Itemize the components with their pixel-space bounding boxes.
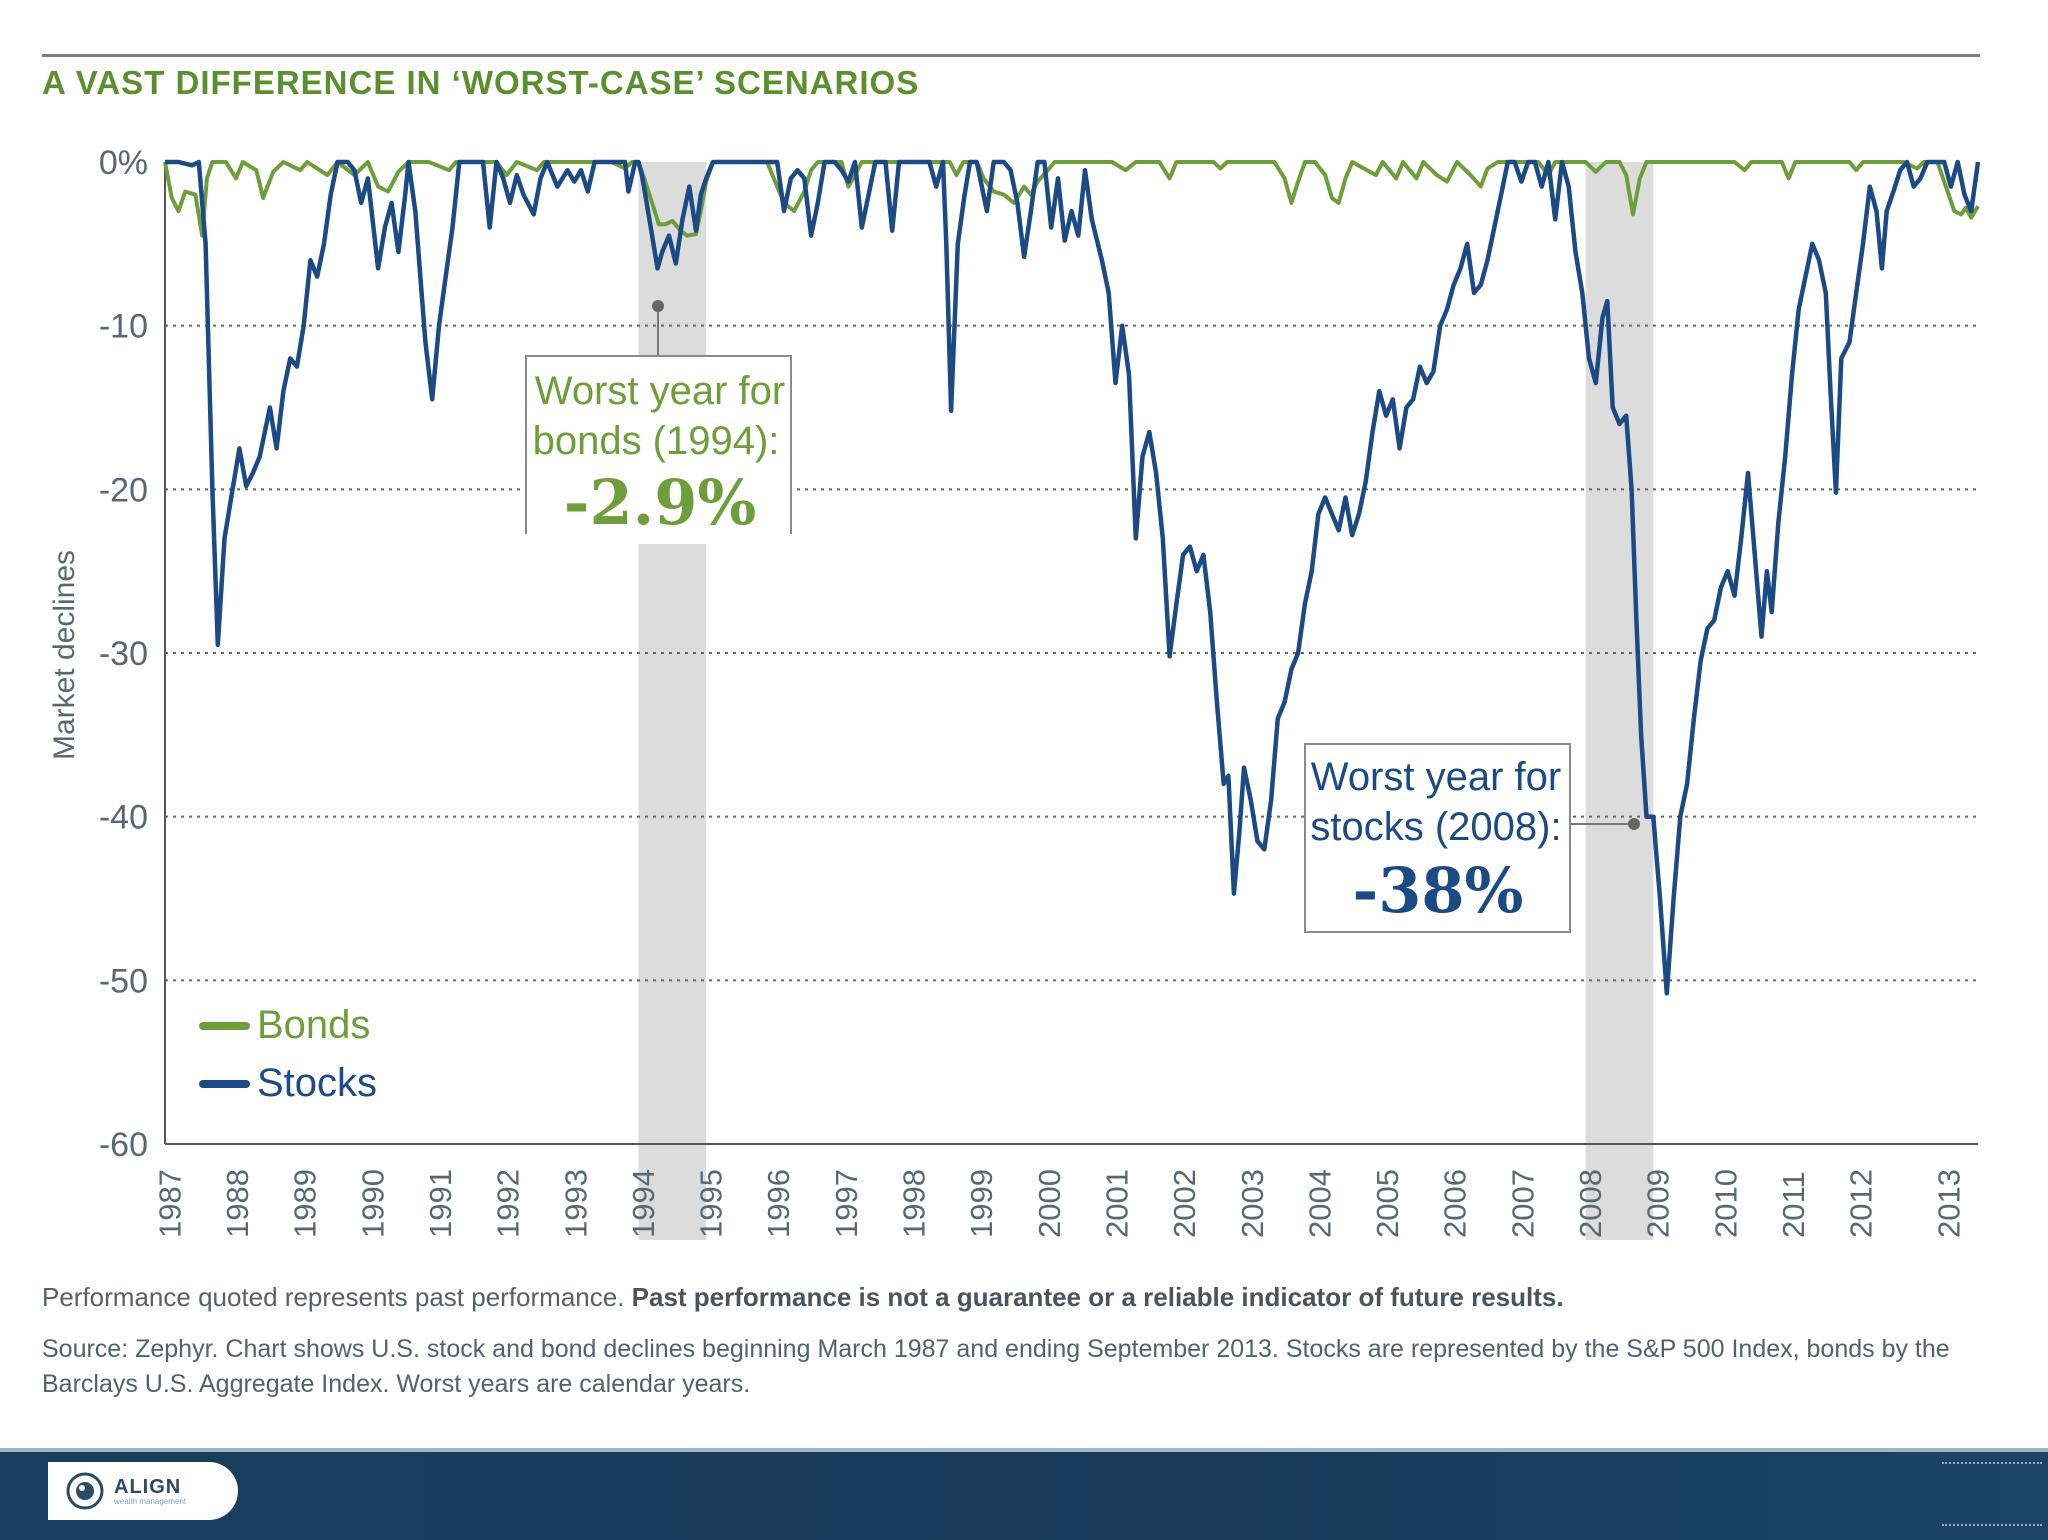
- x-tick-label: 1990: [355, 1169, 390, 1238]
- x-tick-label: 2000: [1032, 1169, 1067, 1238]
- x-tick-label: 2003: [1235, 1169, 1270, 1238]
- x-tick-label: 1991: [423, 1169, 458, 1238]
- annotation-stocks-2008: Worst year for stocks (2008): -38%: [1304, 743, 1640, 933]
- y-tick-label: -60: [99, 1126, 148, 1164]
- x-tick-label: 2006: [1438, 1169, 1473, 1238]
- annotation-bonds-box-mask: [520, 534, 797, 544]
- x-tick-label: 2007: [1505, 1169, 1540, 1238]
- annotation-stocks-dot: [1628, 818, 1640, 830]
- top-rule: [42, 54, 1980, 57]
- annotation-bonds-box: [525, 355, 792, 537]
- x-tick-label: 2011: [1776, 1171, 1811, 1238]
- annotation-bonds-dot: [652, 300, 664, 312]
- legend: Bonds Stocks: [199, 1003, 377, 1105]
- x-tick-label: 1987: [152, 1169, 187, 1238]
- logo-subtext: wealth management: [114, 1496, 187, 1506]
- footer-dots-decoration: [1942, 1462, 2042, 1526]
- x-tick-label: 2008: [1573, 1169, 1608, 1238]
- x-tick-label: 2002: [1167, 1169, 1202, 1238]
- performance-disclaimer-bold: Past performance is not a guarantee or a…: [631, 1282, 1564, 1312]
- x-tick-label: 2010: [1708, 1169, 1743, 1238]
- annotation-bonds-line2: bonds (1994):: [533, 419, 780, 463]
- x-axis-ticks: 1987 1988 1989 1990 1991 1992 1993 1994 1995 1996…: [152, 1169, 1966, 1238]
- annotation-bonds-value: -2.9%: [564, 466, 757, 539]
- x-tick-label: 2005: [1370, 1169, 1405, 1238]
- footer-logo[interactable]: ALIGN wealth management: [48, 1462, 238, 1520]
- annotation-stocks-box: [1304, 743, 1571, 933]
- y-tick-label: -50: [99, 962, 148, 1000]
- x-tick-label: 2013: [1932, 1169, 1967, 1238]
- x-tick-label: 1998: [897, 1169, 932, 1238]
- align-eye-icon: [66, 1472, 104, 1510]
- y-tick-label: 0%: [99, 144, 148, 182]
- x-tick-label: 1988: [220, 1169, 255, 1238]
- stocks-series-line: [165, 159, 1981, 996]
- chart-svg: 0% -10 -20 -30 -40 -50 -60 1987 1988 1989 1990 199…: [48, 144, 1981, 1240]
- x-tick-label: 1999: [964, 1169, 999, 1238]
- legend-stocks-label: Stocks: [257, 1061, 377, 1105]
- x-tick-label: 2001: [1099, 1169, 1134, 1238]
- x-tick-label: 1993: [558, 1169, 593, 1238]
- y-axis-ticks: 0% -10 -20 -30 -40 -50 -60: [99, 144, 148, 1164]
- bonds-series-line: [163, 160, 1980, 238]
- x-tick-label: 1992: [491, 1169, 526, 1238]
- annotation-stocks-line1: Worst year for: [1311, 755, 1561, 799]
- annotation-stocks-line2: stocks (2008):: [1310, 805, 1561, 849]
- x-tick-label: 1989: [288, 1169, 323, 1238]
- performance-disclaimer: Performance quoted represents past perfo…: [42, 1282, 2002, 1313]
- x-tick-label: 1995: [694, 1169, 729, 1238]
- grid-lines: [165, 324, 1978, 982]
- y-tick-label: -10: [99, 308, 148, 346]
- logo-text: ALIGN: [114, 1475, 182, 1498]
- chart-title: A VAST DIFFERENCE IN ‘WORST-CASE’ SCENAR…: [42, 64, 920, 101]
- x-tick-label: 1997: [829, 1169, 864, 1238]
- annotation-bonds-1994: Worst year for bonds (1994): -2.9%: [520, 300, 797, 544]
- legend-bonds-label: Bonds: [257, 1003, 370, 1047]
- annotation-bonds-line1: Worst year for: [535, 369, 785, 413]
- x-tick-label: 2009: [1641, 1169, 1676, 1238]
- performance-disclaimer-plain: Performance quoted represents past perfo…: [42, 1282, 632, 1312]
- x-tick-label: 2012: [1844, 1169, 1879, 1238]
- annotation-stocks-value: -38%: [1353, 854, 1524, 927]
- x-tick-label: 1994: [626, 1169, 661, 1238]
- highlight-band-2008: [1585, 162, 1654, 1240]
- source-note: Source: Zephyr. Chart shows U.S. stock a…: [42, 1335, 1950, 1398]
- x-tick-label: 2004: [1302, 1169, 1337, 1238]
- x-tick-label: 1996: [761, 1169, 796, 1238]
- y-axis-label: Market declines: [48, 550, 81, 760]
- highlight-band-1994: [638, 162, 707, 1240]
- y-tick-label: -40: [99, 799, 148, 837]
- y-tick-label: -30: [99, 635, 148, 673]
- y-tick-label: -20: [99, 471, 148, 509]
- footer-bar: [0, 1448, 2048, 1540]
